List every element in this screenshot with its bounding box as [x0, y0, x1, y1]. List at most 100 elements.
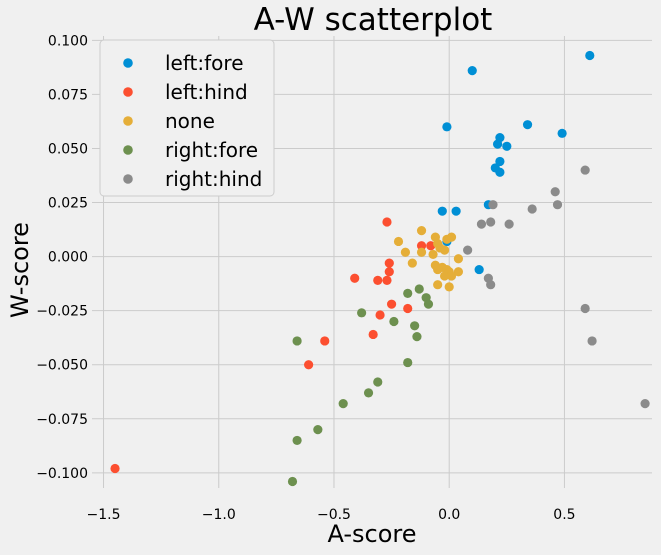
point-left-hind	[373, 275, 383, 285]
x-tick-label: −1.0	[202, 507, 236, 523]
point-right-hind	[486, 280, 496, 290]
point-none	[446, 271, 457, 281]
y-tick-label: −0.100	[36, 466, 88, 482]
point-left-fore	[557, 128, 567, 138]
point-left-hind	[384, 267, 394, 277]
point-right-hind	[640, 399, 650, 409]
point-right-fore	[414, 284, 424, 294]
point-right-hind	[486, 217, 496, 227]
legend: left:fore left:hind none right:fore right:hi…	[99, 39, 275, 197]
legend-label: right:fore	[165, 138, 258, 162]
x-tick-label: −1.5	[87, 507, 121, 523]
point-left-hind	[403, 303, 413, 314]
point-right-fore	[403, 288, 413, 298]
legend-marker	[123, 174, 133, 184]
y-tick-label: 0.075	[48, 87, 88, 103]
point-right-hind	[552, 200, 563, 210]
point-none	[393, 236, 404, 247]
point-right-fore	[292, 435, 302, 446]
x-tick-labels: −1.5 −1.0 −0.5 0.0 0.5	[87, 507, 576, 523]
y-tick-label: 0.025	[48, 196, 88, 212]
point-left-hind	[320, 336, 330, 346]
point-right-fore	[373, 377, 383, 387]
legend-label: right:hind	[165, 167, 262, 191]
legend-box	[99, 39, 275, 197]
point-right-fore	[410, 321, 420, 331]
data-points	[110, 50, 650, 487]
legend-marker	[123, 145, 133, 155]
point-right-hind	[580, 303, 590, 314]
point-left-fore	[502, 141, 512, 151]
point-right-fore	[357, 308, 367, 318]
point-none	[439, 245, 450, 255]
point-right-fore	[412, 332, 422, 342]
y-tick-label: 0.000	[48, 250, 88, 266]
point-left-hind	[110, 463, 120, 474]
point-left-fore	[495, 167, 505, 177]
legend-marker	[123, 116, 133, 126]
point-left-hind	[384, 258, 394, 268]
point-right-fore	[423, 299, 434, 309]
point-left-hind	[368, 329, 378, 340]
legend-marker	[123, 87, 133, 97]
point-left-hind	[386, 299, 397, 309]
x-tick-label: −0.5	[317, 507, 351, 523]
point-right-fore	[338, 399, 348, 409]
y-tick-label: −0.025	[36, 304, 88, 320]
y-tick-label: −0.050	[36, 358, 88, 374]
legend-marker	[123, 58, 133, 68]
point-left-fore	[495, 156, 505, 167]
point-right-hind	[550, 187, 560, 197]
point-none	[453, 254, 464, 264]
point-right-fore	[389, 316, 399, 327]
y-tick-label: −0.075	[36, 412, 88, 428]
point-none	[453, 267, 464, 277]
point-left-fore	[451, 206, 461, 216]
x-tick-label: 0.5	[553, 507, 575, 523]
point-left-fore	[474, 264, 484, 275]
point-left-hind	[416, 241, 427, 251]
point-left-hind	[382, 275, 392, 285]
point-left-hind	[375, 310, 385, 320]
y-tick-labels: −0.100 −0.075 −0.050 −0.025 0.000 0.025 0.050 0…	[36, 33, 88, 482]
y-tick-label: 0.050	[48, 141, 88, 157]
point-left-hind	[304, 360, 314, 370]
y-axis-label: W-score	[6, 222, 34, 318]
point-none	[400, 247, 411, 257]
point-none	[444, 282, 454, 292]
legend-label: left:hind	[165, 80, 248, 104]
point-none	[433, 264, 443, 275]
point-right-hind	[476, 219, 487, 229]
y-tick-label: 0.100	[48, 33, 88, 49]
point-right-hind	[463, 245, 473, 255]
x-axis-label: A-score	[327, 520, 416, 548]
point-left-fore	[437, 206, 447, 216]
point-right-fore	[313, 425, 323, 435]
point-none	[433, 280, 443, 290]
point-left-hind	[350, 273, 360, 283]
point-none	[439, 271, 450, 281]
point-none	[416, 226, 427, 236]
legend-label: none	[165, 109, 215, 133]
point-right-fore	[292, 336, 302, 346]
point-left-fore	[492, 139, 503, 149]
point-left-fore	[467, 66, 477, 76]
legend-label: left:fore	[165, 51, 244, 75]
point-right-fore	[363, 388, 374, 398]
point-left-hind	[382, 217, 392, 227]
chart-title: A-W scatterplot	[254, 2, 493, 38]
point-right-fore	[403, 357, 413, 368]
point-right-hind	[504, 219, 514, 229]
point-left-hind	[426, 241, 436, 251]
point-left-fore	[585, 50, 595, 61]
point-right-hind	[587, 336, 597, 346]
point-left-fore	[522, 120, 533, 130]
point-none	[416, 247, 427, 257]
point-none	[407, 258, 417, 268]
point-left-fore	[442, 122, 452, 132]
point-right-hind	[527, 204, 537, 214]
point-right-hind	[488, 200, 498, 210]
point-none	[428, 249, 438, 260]
point-right-hind	[580, 165, 590, 175]
